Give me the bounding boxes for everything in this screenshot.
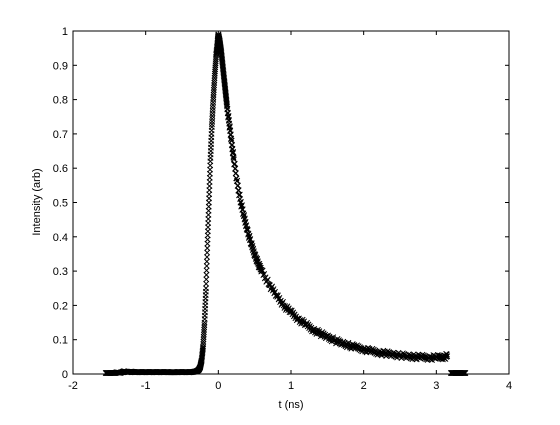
data-point-x-marker	[210, 91, 217, 98]
data-point-x-marker	[200, 338, 207, 345]
data-point-x-marker	[203, 267, 210, 274]
data-point-x-marker	[200, 331, 207, 338]
y-tick-label: 0.4	[53, 232, 68, 244]
data-point-x-marker	[200, 343, 207, 350]
x-tick-label: 4	[506, 380, 512, 392]
data-point-x-marker	[211, 79, 218, 86]
data-point-x-marker	[203, 271, 210, 278]
y-axis-label: Intensity (arb)	[31, 168, 43, 235]
data-point-x-marker	[210, 96, 217, 103]
data-point-x-marker	[210, 94, 217, 101]
axes-background	[73, 31, 509, 374]
x-tick-label: 2	[361, 380, 367, 392]
data-point-x-marker	[244, 225, 250, 232]
data-point-x-marker	[203, 263, 210, 269]
data-point-x-marker	[211, 77, 218, 84]
data-point-x-marker	[444, 353, 451, 360]
data-point-x-marker	[204, 249, 211, 256]
data-point-x-marker	[232, 170, 239, 177]
data-point-x-marker	[211, 84, 217, 91]
data-point-x-marker	[203, 285, 209, 292]
x-tick-label: 3	[433, 380, 439, 392]
data-point-x-marker	[231, 160, 238, 167]
data-point-x-marker	[228, 135, 235, 142]
y-tick-label: 0.3	[53, 266, 68, 278]
data-point-x-marker	[204, 254, 210, 260]
x-tick-label: -1	[141, 380, 151, 392]
data-point-x-marker	[230, 149, 237, 155]
y-tick-label: 1	[62, 26, 68, 38]
data-point-x-marker	[204, 245, 211, 252]
data-point-x-marker	[234, 177, 241, 184]
y-axis-ticks: 0 0.1 0.2 0.3 0.4 0.5 0.6 0.7 0.8 0.9 1	[53, 26, 509, 381]
y-tick-label: 0.6	[53, 163, 68, 175]
data-point-x-marker	[201, 324, 208, 331]
y-tick-label: 0.8	[53, 95, 68, 107]
x-axis-ticks: -2 -1 0 1 2 3 4	[68, 31, 512, 392]
data-point-x-marker	[443, 351, 450, 358]
data-point-x-marker	[234, 182, 241, 189]
y-tick-label: 0.9	[53, 60, 68, 72]
x-tick-label: 1	[288, 380, 294, 392]
y-tick-label: 0.2	[53, 300, 68, 312]
data-point-x-marker	[462, 370, 469, 376]
data-point-x-marker	[235, 187, 242, 194]
data-point-x-marker	[201, 321, 208, 328]
x-tick-label: 0	[215, 380, 221, 392]
data-point-x-marker	[210, 87, 217, 93]
y-tick-label: 0.5	[53, 198, 68, 210]
data-point-x-marker	[210, 89, 217, 96]
data-point-x-marker	[200, 334, 207, 340]
data-point-x-marker	[200, 329, 207, 336]
data-point-x-marker	[211, 82, 218, 89]
y-tick-label: 0.7	[53, 129, 68, 141]
data-point-x-marker	[201, 326, 208, 333]
data-point-x-marker	[232, 165, 239, 172]
y-tick-label: 0.1	[53, 335, 68, 347]
data-point-x-marker	[230, 154, 237, 161]
data-point-x-marker	[200, 341, 207, 348]
data-point-x-marker	[203, 258, 210, 265]
x-axis-label: t (ns)	[278, 399, 303, 411]
data-point-x-marker	[203, 280, 210, 287]
data-point-x-marker	[203, 276, 210, 283]
y-tick-label: 0	[62, 369, 68, 381]
x-tick-label: -2	[68, 380, 78, 392]
data-point-x-marker	[200, 336, 207, 343]
